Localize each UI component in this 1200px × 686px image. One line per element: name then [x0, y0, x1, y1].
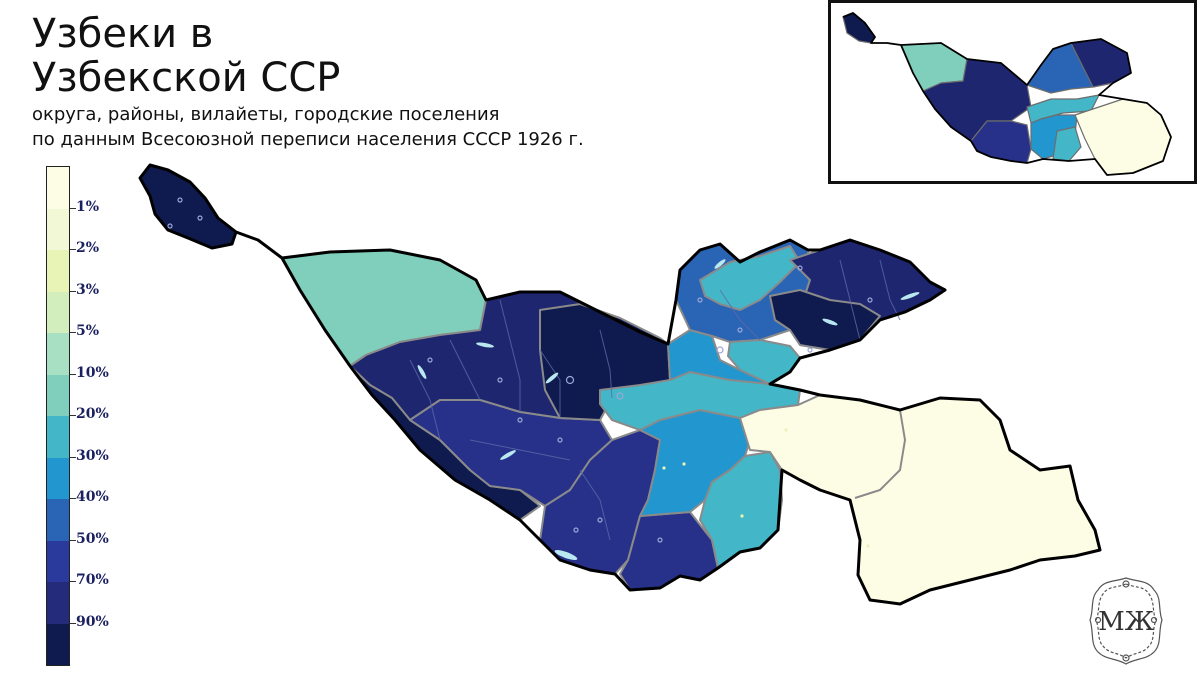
- lake-1: [476, 342, 494, 348]
- legend-tick: [70, 498, 76, 499]
- legend-swatch: [47, 457, 69, 499]
- title-line-2: Узбекской ССР: [32, 55, 341, 101]
- lake-8: [714, 259, 726, 269]
- legend-label: 90%: [76, 613, 109, 630]
- legend-label: 5%: [76, 323, 100, 339]
- region-divider-east: [854, 409, 907, 499]
- legend-swatch: [47, 291, 69, 333]
- lake-5: [554, 550, 578, 560]
- legend-tick: [70, 207, 76, 209]
- legend-tick: [70, 581, 76, 582]
- legend-swatch: [47, 374, 69, 416]
- legend-swatch: [47, 167, 69, 209]
- legend-tick: [70, 539, 76, 541]
- map-title: Узбеки в Узбекской ССР: [32, 12, 340, 100]
- subtitle-line-2: по данным Всесоюзной переписи населения …: [32, 129, 584, 150]
- legend-swatch: [47, 540, 69, 582]
- legend-label: 50%: [76, 530, 109, 547]
- logo-monogram-text: МЖ: [1098, 607, 1154, 637]
- inset-overview-map: [828, 0, 1197, 184]
- inset-map-svg: [842, 12, 1172, 176]
- legend-tick: [70, 290, 76, 292]
- region-tajik-east: [739, 394, 1101, 605]
- legend-tick: [70, 249, 76, 250]
- legend-tick: [70, 332, 76, 333]
- legend-swatch: [47, 416, 69, 458]
- legend-swatch: [47, 623, 69, 665]
- legend-label: 10%: [76, 364, 109, 381]
- legend-tick: [70, 373, 76, 375]
- legend-label: 1%: [76, 198, 100, 215]
- legend-swatch: [47, 208, 69, 250]
- map-subtitle: округа, районы, вилайеты, городские посе…: [32, 102, 584, 152]
- legend-tick: [70, 456, 76, 458]
- legend-label: 30%: [76, 447, 109, 464]
- legend-label: 2%: [76, 240, 100, 256]
- legend-color-bar: [46, 166, 70, 666]
- lake-7: [822, 318, 838, 326]
- lake-3: [545, 372, 559, 384]
- title-line-1: Узбеки в: [32, 11, 214, 57]
- legend-swatch: [47, 250, 69, 292]
- legend-swatch: [47, 333, 69, 375]
- legend-label: 20%: [76, 406, 109, 422]
- legend-label: 40%: [76, 489, 109, 505]
- monogram-logo: МЖ: [1089, 577, 1163, 665]
- legend-tick: [70, 415, 76, 416]
- outer-border: [138, 163, 1102, 606]
- lake-2: [417, 365, 427, 379]
- legend-swatch: [47, 499, 69, 541]
- legend-swatch: [47, 582, 69, 624]
- legend-label: 3%: [76, 281, 100, 298]
- subtitle-line-1: округа, районы, вилайеты, городские посе…: [32, 104, 500, 125]
- legend-label: 70%: [76, 572, 109, 588]
- lake-6: [900, 292, 920, 300]
- lake-4: [500, 450, 516, 460]
- legend-tick: [70, 622, 76, 624]
